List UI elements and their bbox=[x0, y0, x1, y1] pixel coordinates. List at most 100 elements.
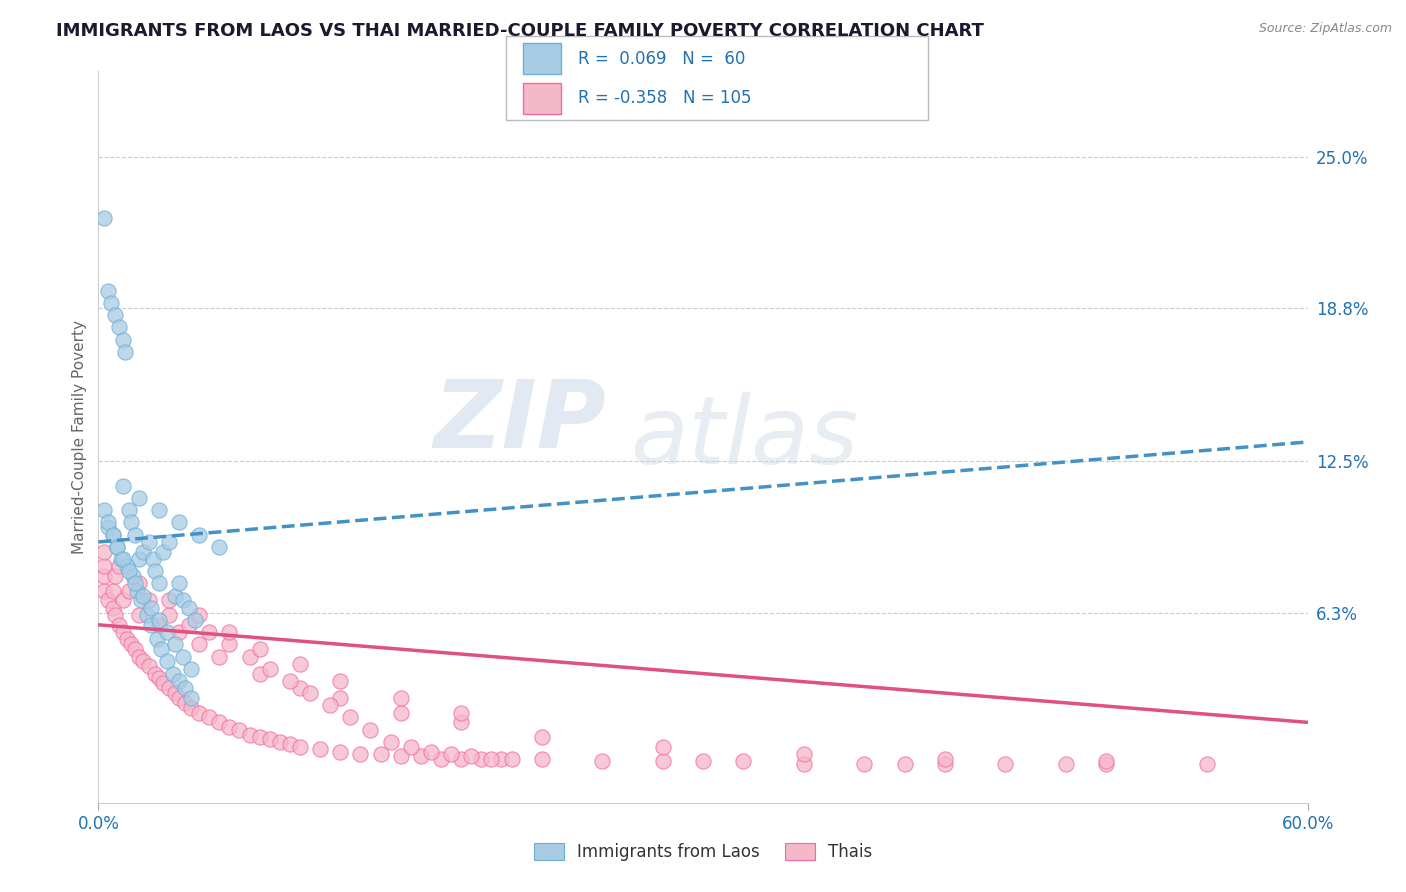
Point bbox=[430, 752, 453, 766]
Point bbox=[163, 686, 186, 700]
Point bbox=[339, 710, 361, 724]
Point bbox=[103, 308, 125, 322]
Point bbox=[288, 681, 311, 696]
Point bbox=[651, 755, 673, 769]
Point bbox=[409, 749, 432, 764]
Point bbox=[93, 544, 115, 558]
Point bbox=[101, 600, 124, 615]
Point bbox=[148, 576, 170, 591]
Point bbox=[180, 690, 202, 705]
Point bbox=[228, 723, 250, 737]
Point bbox=[124, 576, 146, 591]
Point bbox=[1195, 756, 1218, 771]
Point bbox=[188, 527, 211, 541]
Point bbox=[103, 569, 125, 583]
Point bbox=[174, 681, 197, 696]
Point bbox=[218, 720, 240, 734]
Point bbox=[93, 559, 115, 574]
Point bbox=[148, 672, 170, 686]
Point bbox=[118, 583, 141, 598]
Point bbox=[349, 747, 371, 761]
Point bbox=[152, 544, 174, 558]
Point bbox=[501, 752, 523, 766]
Point bbox=[101, 527, 124, 541]
Point bbox=[218, 637, 240, 651]
Point bbox=[389, 706, 412, 720]
Point bbox=[249, 642, 271, 657]
Point bbox=[156, 654, 179, 668]
Point bbox=[793, 747, 815, 761]
Point bbox=[853, 756, 876, 771]
Point bbox=[120, 516, 142, 530]
Point bbox=[105, 540, 128, 554]
Point bbox=[174, 696, 197, 710]
Point bbox=[132, 544, 155, 558]
Point bbox=[93, 211, 115, 225]
Point bbox=[218, 625, 240, 640]
Point bbox=[128, 491, 150, 505]
Point bbox=[115, 632, 138, 647]
FancyBboxPatch shape bbox=[506, 36, 928, 120]
Point bbox=[893, 756, 915, 771]
Point bbox=[111, 479, 134, 493]
Point bbox=[259, 662, 281, 676]
Point bbox=[530, 730, 553, 744]
Point bbox=[146, 632, 169, 647]
Point bbox=[157, 535, 180, 549]
Point bbox=[399, 739, 422, 754]
Point bbox=[180, 662, 202, 676]
Point bbox=[450, 706, 472, 720]
Point bbox=[198, 710, 221, 724]
Point bbox=[389, 749, 412, 764]
Point bbox=[124, 527, 146, 541]
Bar bbox=[523, 83, 561, 113]
Y-axis label: Married-Couple Family Poverty: Married-Couple Family Poverty bbox=[72, 320, 87, 554]
Point bbox=[138, 535, 160, 549]
Legend: Immigrants from Laos, Thais: Immigrants from Laos, Thais bbox=[527, 836, 879, 868]
Point bbox=[129, 593, 152, 607]
Point bbox=[278, 673, 301, 688]
Point bbox=[107, 559, 129, 574]
Point bbox=[172, 649, 194, 664]
Point bbox=[157, 593, 180, 607]
Point bbox=[163, 589, 186, 603]
Point bbox=[188, 608, 211, 623]
Point bbox=[135, 608, 157, 623]
Point bbox=[162, 666, 184, 681]
Point bbox=[157, 681, 180, 696]
Point bbox=[288, 657, 311, 671]
Point bbox=[157, 608, 180, 623]
Point bbox=[420, 745, 443, 759]
Point bbox=[167, 625, 190, 640]
Point bbox=[97, 593, 120, 607]
Point bbox=[163, 637, 186, 651]
Point bbox=[118, 503, 141, 517]
Point bbox=[103, 608, 125, 623]
Point bbox=[591, 755, 613, 769]
Point bbox=[120, 637, 142, 651]
Point bbox=[179, 617, 201, 632]
Point bbox=[208, 649, 231, 664]
Point bbox=[440, 747, 463, 761]
Point bbox=[370, 747, 392, 761]
Point bbox=[132, 589, 155, 603]
Point bbox=[239, 649, 262, 664]
Point bbox=[1054, 756, 1077, 771]
Point bbox=[319, 698, 342, 713]
Point bbox=[142, 552, 165, 566]
Point bbox=[481, 752, 503, 766]
Point bbox=[101, 583, 124, 598]
Point bbox=[184, 613, 207, 627]
Point bbox=[128, 649, 150, 664]
Point bbox=[110, 552, 132, 566]
Point bbox=[100, 296, 122, 310]
Point bbox=[249, 666, 271, 681]
Point bbox=[132, 654, 155, 668]
Point bbox=[530, 752, 553, 766]
Point bbox=[793, 756, 815, 771]
Point bbox=[470, 752, 492, 766]
Point bbox=[148, 617, 170, 632]
Point bbox=[143, 564, 166, 578]
Point bbox=[118, 564, 141, 578]
Point bbox=[329, 690, 352, 705]
